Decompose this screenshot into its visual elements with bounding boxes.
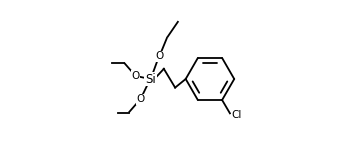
Text: O: O — [155, 51, 163, 61]
Text: Si: Si — [145, 73, 156, 85]
Text: Cl: Cl — [232, 110, 242, 120]
Text: O: O — [136, 94, 144, 104]
Text: O: O — [131, 71, 140, 81]
